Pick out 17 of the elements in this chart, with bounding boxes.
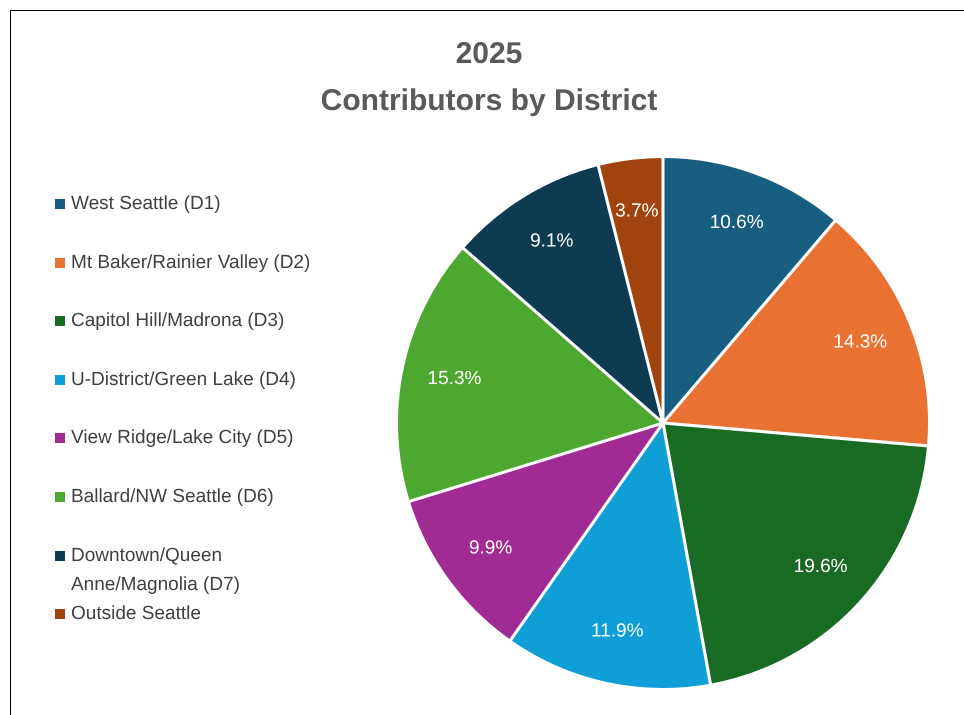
chart-title: 2025 Contributors by District [320, 36, 658, 119]
data-label: 9.1% [530, 230, 574, 252]
legend-label: Ballard/NW Seattle (D6) [71, 484, 274, 509]
legend-label: Mt Baker/Rainier Valley (D2) [71, 250, 310, 275]
data-label: 19.6% [794, 556, 848, 577]
legend-label: Capitol Hill/Madrona (D3) [71, 309, 284, 334]
data-label: 10.6% [710, 212, 764, 234]
legend-label: View Ridge/Lake City (D5) [71, 426, 294, 450]
legend-label: Downtown/Queen Anne/Magnolia (D7) [71, 544, 241, 597]
data-label: 9.9% [468, 538, 512, 559]
data-label: 14.3% [833, 331, 888, 352]
legend-label: U-District/Green Lake (D4) [71, 368, 296, 392]
data-label: 3.7% [615, 200, 659, 222]
data-label: 11.9% [591, 620, 644, 642]
data-label: 15.3% [428, 368, 482, 389]
legend-label: West Seattle (D1) [71, 192, 221, 216]
legend-label: Outside Seattle [71, 602, 201, 626]
